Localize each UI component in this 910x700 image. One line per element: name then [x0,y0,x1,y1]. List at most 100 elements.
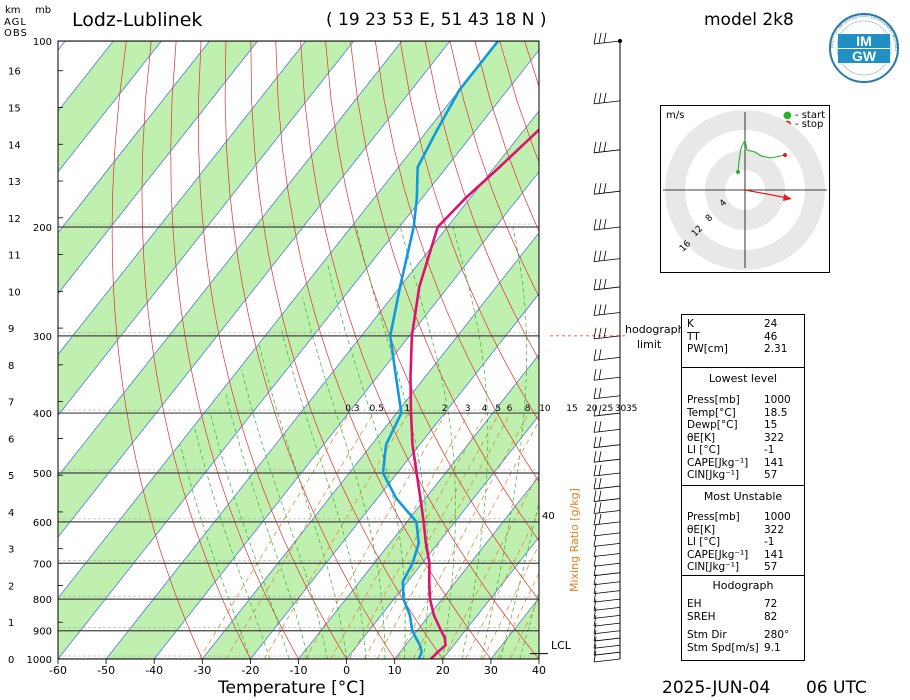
km-tick-label: 8 [8,361,14,372]
index-row: Stm Dir 280° [687,629,790,641]
station-coordinates: ( 19 23 53 E, 51 43 18 N ) [326,10,547,30]
hodograph-limit-label-2: limit [637,338,662,351]
hodograph-panel: m/s ● - start ● - stop 4 8 12 16 [660,105,830,273]
wind-barb [593,451,621,463]
index-row: θE[K] 322 [687,523,785,536]
km-tick-label: 16 [8,67,21,78]
mixing-ratio-tick-label: 5 [495,404,501,414]
wind-barb [593,637,621,649]
temperature-axis-label: Temperature [°C] [218,678,365,698]
axes: 0.3 0.5 1 2 3 4 5 6 8 10 15 20 25 30 35100200300400500… [8,37,637,677]
wind-barb [593,278,621,291]
indices-lowest: Press[mb] 1000 Temp[°C] 18.5 Dewp[°C] 15 θE[K]… [682,394,804,484]
mixing-ratio-tick-label: 4 [482,404,488,414]
temperature-tick-label: -40 [145,664,163,677]
index-row: EH 72 [687,598,778,610]
temperature-tick-label: -50 [97,664,115,677]
pressure-tick-label: 1000 [27,655,52,666]
mixing-ratio-tick-label: 2 [442,404,448,414]
wind-barb [593,250,621,263]
pressure-tick-label: 400 [33,409,52,420]
indices-top: K 24 TT 46 PW[cm] 2.31 [682,318,804,366]
hodograph-start-point [736,170,740,174]
km-tick-label: 3 [8,545,14,556]
index-row: LI [°C] -1 [687,444,775,456]
wind-barb [593,555,621,567]
pressure-tick-label: 800 [33,595,52,606]
indices-panel: K 24 TT 46 PW[cm] 2.31 Lowest level Press[mb]… [681,314,805,661]
temperature-tick-label: -20 [241,664,259,677]
km-tick-label: 11 [8,251,21,262]
km-tick-label: 0 [8,655,14,666]
wind-barb [593,387,621,400]
wind-barb [593,564,621,577]
hodograph-legend-start: ● - start [783,110,825,121]
wind-barb [593,644,621,656]
wind-barb [593,218,621,231]
wind-barb [593,502,621,514]
index-row: TT 46 [687,330,778,343]
wind-barb [593,513,621,526]
time-label: 06 UTC [806,678,867,698]
wind-barb [593,545,621,557]
date-label: 2025-JUN-04 [662,678,771,698]
storm-motion-vector [744,189,789,199]
wind-barb [593,183,621,195]
km-axis-label: km [5,5,21,16]
ring-label-8: 8 [704,213,715,224]
hodograph-unit: m/s [666,110,685,121]
indices-most-unstable: Press[mb] 1000 θE[K] 322 LI [°C] -1 CAPE[Jkg⁻¹… [682,511,804,575]
temperature-tick-label: -60 [49,664,67,677]
lowest-level-title: Lowest level [708,372,778,385]
hodograph-plot: 4 8 12 16 [663,110,827,270]
mixing-ratio-tick-label: 8 [525,404,531,414]
km-tick-label: 15 [8,104,21,115]
mixing-ratio-tick-label: 35 [626,404,637,414]
pressure-tick-label: 100 [33,37,52,48]
mixing-ratio-tick-label: 20 [586,404,598,414]
wind-barb [593,32,621,45]
dewpoint-profile [381,41,500,659]
km-tick-label: 6 [8,434,14,445]
agl-label: AGL [4,17,27,28]
mixing-ratio-label: Mixing Ratio [g/kg] [568,488,581,592]
wind-barb [593,615,621,627]
km-tick-label: 2 [8,581,14,592]
mixing-ratio-tick-label: 0.5 [370,404,384,414]
hodograph-indices-title: Hodograph [712,579,774,592]
temperature-tick-label: 20 [436,664,450,677]
wind-barb [593,535,621,547]
pressure-tick-label: 200 [33,223,52,234]
wind-barb [593,141,621,154]
wind-barb [593,327,621,340]
wind-barb [593,650,621,663]
wind-barb [593,421,621,433]
index-row: Stm Spd[m/s] 9.1 [687,641,781,654]
hodograph-trace [737,138,786,173]
km-tick-label: 14 [8,140,21,151]
temperature-tick-label: 40 [532,664,546,677]
index-row: CIN[Jkg⁻¹] 57 [687,469,778,481]
mixing-ratio-tick-label: 10 [539,404,551,414]
wind-barb [593,304,621,316]
wind-barb [593,599,621,611]
wind-barb [593,607,621,619]
wind-barb [593,591,621,603]
km-tick-label: 9 [8,324,14,335]
temperature-tick-label: 0 [343,664,350,677]
temperature-tick-label: 10 [388,664,402,677]
wind-barb [593,464,621,477]
most-unstable-title: Most Unstable [703,490,783,503]
mb-axis-label: mb [35,5,52,16]
km-tick-label: 12 [8,214,21,225]
km-tick-label: 4 [8,508,14,519]
temperature-tick-label: -10 [290,664,308,677]
km-tick-label: 5 [8,471,14,482]
lcl-label: LCL [551,639,571,652]
wind-barb [593,477,621,490]
index-row: LI [°C] -1 [687,536,775,548]
wind-barb [593,524,621,537]
temperature-profile [409,127,539,659]
wind-barb [593,630,621,642]
